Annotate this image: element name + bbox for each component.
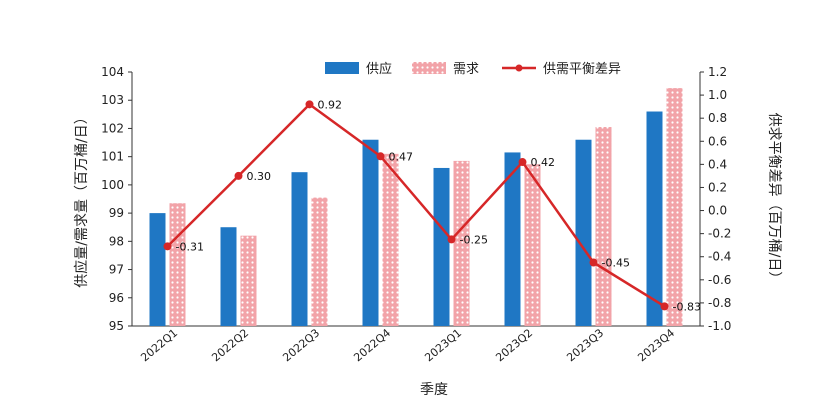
y-right-tick-label: 0.8 <box>708 111 727 125</box>
balance-data-label: -0.25 <box>460 233 488 246</box>
legend: 供应 需求 供需平衡差异 <box>325 61 621 77</box>
balance-data-label: -0.45 <box>602 257 630 270</box>
supply-bar <box>220 227 237 326</box>
supply-bar <box>433 167 450 326</box>
x-tick-label: 2022Q1 <box>138 326 180 364</box>
x-tick-label: 2022Q4 <box>351 326 393 364</box>
y-right-tick-label: -0.4 <box>708 250 731 264</box>
y-left-tick-label: 101 <box>101 150 124 164</box>
y-right-tick-label: 1.2 <box>708 65 727 79</box>
x-tick-label: 2023Q4 <box>635 326 677 364</box>
balance-point <box>589 258 598 267</box>
y-right-tick-label: 0.0 <box>708 204 727 218</box>
supply-bar <box>291 172 308 326</box>
balance-data-label: 0.30 <box>247 170 272 183</box>
y-left-tick-label: 104 <box>101 65 124 79</box>
legend-swatch-balance-marker <box>515 64 523 72</box>
demand-bar <box>524 164 541 326</box>
y-left-tick-label: 99 <box>109 206 124 220</box>
x-tick-label: 2023Q3 <box>564 326 606 364</box>
x-tick-label: 2023Q2 <box>493 326 535 364</box>
data-labels: -0.31 0.30 0.92 0.47 -0.25 0.42 -0.45 -0.83 <box>176 98 701 313</box>
y-left-tick-label: 100 <box>101 178 124 192</box>
x-tick-label: 2022Q3 <box>280 326 322 364</box>
legend-swatch-demand <box>412 62 446 74</box>
y-right-tick-label: 0.4 <box>708 157 727 171</box>
balance-data-label: 0.42 <box>531 156 556 169</box>
legend-label-demand: 需求 <box>453 62 479 77</box>
balance-point <box>234 171 243 180</box>
demand-bar <box>311 197 328 326</box>
y-left-tick-label: 97 <box>109 263 124 277</box>
balance-point <box>447 235 456 244</box>
balance-point <box>660 302 669 311</box>
y-left-tick-label: 98 <box>109 234 124 248</box>
x-axis-title: 季度 <box>420 382 448 398</box>
x-tick-label: 2022Q2 <box>209 326 251 364</box>
balance-data-label: -0.83 <box>673 300 701 313</box>
balance-point <box>376 152 385 161</box>
demand-bar <box>169 203 186 326</box>
balance-line-series <box>163 100 669 311</box>
supply-bar <box>504 152 521 326</box>
supply-bar <box>149 213 166 326</box>
demand-bar <box>666 88 683 326</box>
legend-label-supply: 供应 <box>366 61 392 77</box>
y-right-tick-label: -0.2 <box>708 227 731 241</box>
y-right-tick-label: 1.0 <box>708 88 727 102</box>
balance-data-label: 0.47 <box>389 150 414 163</box>
y-right-tick-label: 0.6 <box>708 134 727 148</box>
y-left-tick-label: 103 <box>101 93 124 107</box>
demand-bar <box>453 160 470 326</box>
y-left-tick-label: 95 <box>109 319 124 333</box>
demand-bar <box>240 235 257 326</box>
supply-bar <box>362 139 379 326</box>
balance-data-label: 0.92 <box>318 98 343 111</box>
y-left-tick-label: 102 <box>101 121 124 135</box>
demand-bar <box>595 127 612 327</box>
balance-point <box>163 242 172 251</box>
bars <box>149 88 683 327</box>
supply-bar <box>575 139 592 326</box>
balance-point <box>305 100 314 109</box>
axes: 95 96 97 98 99 100 101 102 103 104 -1.0 -0.8 -0.6 -0.… <box>101 65 731 364</box>
balance-line <box>166 103 666 308</box>
legend-swatch-supply <box>325 62 359 74</box>
y-right-tick-label: -0.8 <box>708 296 731 310</box>
y-left-tick-label: 96 <box>109 291 124 305</box>
balance-data-label: -0.31 <box>176 240 204 253</box>
legend-label-balance: 供需平衡差异 <box>543 62 621 77</box>
balance-point <box>518 158 527 167</box>
demand-bar <box>382 153 399 326</box>
y-right-tick-label: 0.2 <box>708 180 727 194</box>
y-right-tick-label: -1.0 <box>708 319 731 333</box>
x-tick-label: 2023Q1 <box>422 326 464 364</box>
supply-bar <box>646 111 663 326</box>
y-right-axis-title: 供求平衡差异（百万桶/日） <box>766 113 782 286</box>
y-left-axis-title: 供应量/需求量（百万桶/日） <box>73 110 90 287</box>
y-right-tick-label: -0.6 <box>708 273 731 287</box>
